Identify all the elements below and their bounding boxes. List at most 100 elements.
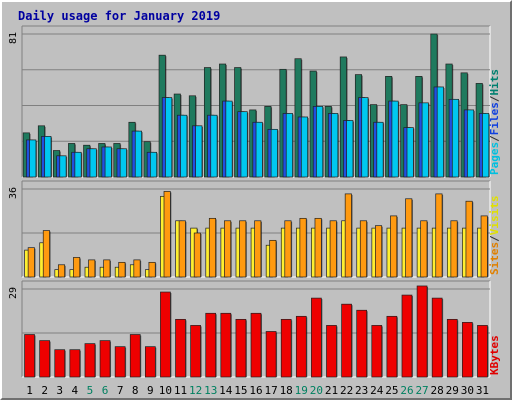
bar-kbytes-day-17 [265,331,277,378]
bar-kbytes-day-19 [295,315,307,378]
bar-pages-day-28 [436,86,444,178]
bar-sites-day-10 [163,191,171,278]
x-tick-label-8: 8 [132,384,139,397]
bar-pages-day-5 [89,148,97,178]
bar-sites-day-12 [193,232,201,278]
bar-kbytes-day-23 [356,309,368,378]
legend-separator: / [488,235,501,242]
bar-sites-day-7 [118,261,126,278]
x-tick-label-15: 15 [234,384,247,397]
bar-pages-day-20 [316,106,324,178]
bar-kbytes-day-1 [24,334,35,378]
bar-kbytes-day-26 [401,294,413,378]
bar-kbytes-day-2 [39,340,50,378]
bar-kbytes-day-7 [114,346,126,378]
bar-kbytes-day-10 [160,291,171,378]
legend-visits: Visits [488,196,501,236]
bar-pages-day-26 [406,127,414,178]
legend-sites: Sites [488,242,501,275]
bar-pages-day-15 [240,111,248,178]
bar-pages-day-4 [74,151,82,178]
bar-kbytes-day-6 [99,340,111,378]
bar-sites-day-24 [375,225,383,278]
bar-sites-day-1 [27,247,35,278]
x-tick-label-22: 22 [340,384,353,397]
bar-kbytes-day-14 [220,312,232,378]
x-tick-label-11: 11 [174,384,187,397]
bar-kbytes-day-8 [129,334,141,378]
bar-pages-day-24 [376,121,384,178]
bar-kbytes-day-3 [54,349,66,378]
bar-sites-day-28 [435,193,443,278]
bar-sites-day-4 [73,257,81,278]
bar-pages-day-27 [421,102,429,178]
x-tick-label-4: 4 [72,384,79,397]
legend-pages: Pages [488,142,501,175]
bar-sites-day-29 [450,220,458,278]
bar-kbytes-day-16 [250,312,262,378]
bar-pages-day-17 [270,128,278,178]
x-tick-label-23: 23 [355,384,368,397]
x-tick-label-27: 27 [415,384,428,397]
x-tick-label-16: 16 [249,384,262,397]
bar-pages-day-2 [44,136,52,178]
bar-sites-day-2 [42,230,50,278]
bar-sites-day-25 [390,215,398,278]
bar-sites-day-22 [344,193,352,278]
bar-pages-day-10 [165,97,173,178]
bar-kbytes-day-13 [205,312,217,378]
bar-sites-day-19 [299,217,307,278]
bar-kbytes-day-22 [341,303,352,378]
bar-sites-day-6 [103,259,111,278]
x-tick-label-25: 25 [385,384,398,397]
bar-kbytes-day-25 [386,315,398,378]
x-tick-label-9: 9 [147,384,154,397]
x-tick-label-13: 13 [204,384,217,397]
bar-pages-day-11 [180,114,188,178]
bar-pages-day-1 [29,139,37,178]
bar-pages-day-22 [346,120,354,178]
bar-pages-day-3 [59,155,67,178]
bar-pages-day-9 [150,151,158,178]
bar-sites-day-14 [224,220,232,278]
bar-pages-day-21 [331,113,339,178]
x-tick-label-1: 1 [26,384,33,397]
x-tick-label-14: 14 [219,384,233,397]
bar-sites-day-23 [359,220,367,278]
x-tick-label-20: 20 [310,384,323,397]
x-tick-label-29: 29 [446,384,459,397]
bar-kbytes-day-28 [431,297,443,378]
bar-kbytes-day-12 [190,325,201,378]
x-tick-label-30: 30 [461,384,474,397]
x-tick-label-6: 6 [102,384,109,397]
bar-pages-day-25 [391,100,399,178]
legend-separator: / [488,135,501,142]
bar-sites-day-17 [269,239,277,278]
bar-sites-day-3 [57,264,66,278]
bar-sites-day-5 [88,259,96,278]
legend-hits: Hits [488,69,501,96]
bar-pages-day-6 [104,146,112,178]
x-tick-label-5: 5 [87,384,94,397]
bar-sites-day-27 [420,220,428,278]
bar-pages-day-30 [467,109,475,178]
x-tick-label-7: 7 [117,384,124,397]
x-tick-label-31: 31 [476,384,489,397]
bar-sites-day-8 [133,259,141,278]
bar-sites-day-18 [284,220,292,278]
bar-kbytes-day-4 [69,349,81,378]
bar-sites-day-16 [254,220,262,278]
bar-sites-day-15 [239,220,247,278]
bar-pages-day-16 [255,121,263,178]
bar-kbytes-day-20 [311,297,322,378]
panel-legend: Pages/Files/Hits [488,69,501,175]
x-tick-label-3: 3 [56,384,63,397]
bar-pages-day-23 [361,97,369,178]
bar-sites-day-31 [480,215,488,278]
bar-pages-day-29 [451,98,459,178]
bar-pages-day-18 [285,113,293,178]
x-tick-label-12: 12 [189,384,202,397]
bar-sites-day-9 [148,261,156,278]
legend-separator: / [488,95,501,102]
